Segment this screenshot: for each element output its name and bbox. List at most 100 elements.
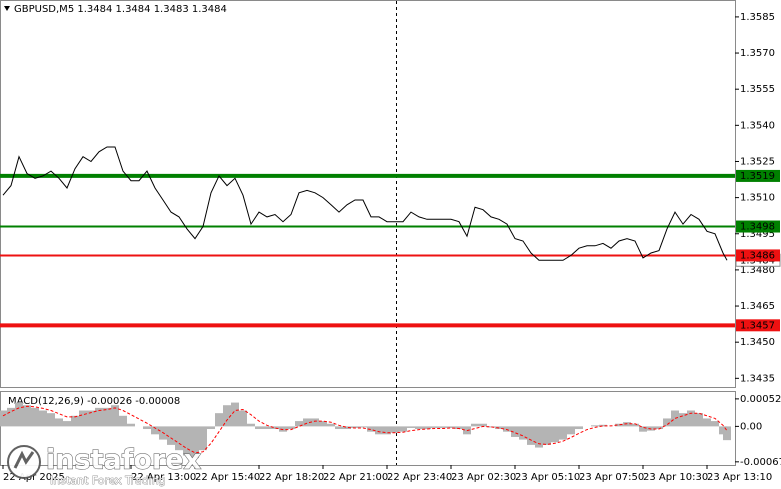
macd-bar [63, 421, 71, 427]
level-label: 1.3498 [740, 222, 775, 233]
macd-bar [351, 426, 359, 428]
y-tick-label: 1.3495 [740, 229, 775, 240]
macd-bar [671, 410, 679, 427]
macd-bar [447, 426, 455, 428]
macd-bar [591, 425, 599, 427]
macd-bar [87, 410, 95, 427]
macd-bar [79, 410, 87, 427]
macd-bar [367, 426, 375, 432]
macd-bar [575, 426, 583, 430]
macd-bar [247, 423, 255, 427]
level-label-box [736, 249, 780, 262]
y-tick-label: 1.3555 [740, 84, 775, 95]
macd-bar [479, 423, 487, 427]
price-line [2, 146, 728, 261]
macd-panel [0, 391, 736, 466]
macd-bar [127, 423, 135, 427]
macd-bar [0, 410, 8, 427]
macd-bar [263, 426, 271, 430]
macd-bar [95, 407, 103, 427]
macd-bar [119, 415, 127, 427]
y-tick-label: 1.3450 [740, 337, 775, 348]
macd-bar [391, 426, 399, 433]
macd-bar [103, 407, 111, 427]
macd-bar [615, 423, 623, 427]
macd-bar [175, 426, 183, 451]
macd-bar [183, 426, 191, 456]
macd-bar [23, 405, 31, 427]
x-tick-label: 23 Apr 10:30 [643, 472, 708, 483]
macd-bar [599, 424, 607, 427]
macd-bar [7, 407, 15, 427]
macd-bar [47, 413, 55, 427]
macd-bar [111, 405, 119, 427]
macd-bar [375, 426, 383, 435]
price-panel [0, 0, 736, 388]
x-tick-label: 23 Apr 13:10 [707, 472, 772, 483]
macd-bar [399, 426, 407, 432]
macd-bar [543, 426, 551, 445]
macd-bar [207, 426, 215, 430]
macd-bar [223, 405, 231, 427]
macd-bar [415, 426, 423, 430]
macd-bar [431, 426, 439, 428]
macd-bar [687, 410, 695, 427]
macd-bar [551, 426, 559, 443]
macd-bar [15, 402, 23, 427]
level-label: 1.3457 [740, 320, 775, 331]
macd-bar [295, 421, 303, 427]
x-tick-label: 23 Apr 07:50 [579, 472, 644, 483]
macd-bar [407, 426, 415, 428]
level-label-box [736, 220, 780, 233]
watermark-brand: instaforex [46, 445, 201, 476]
menu-arrow [4, 6, 10, 11]
macd-bar [55, 418, 63, 427]
x-tick-label: 22 Apr 15:40 [195, 472, 260, 483]
macd-bar [567, 426, 575, 435]
macd-bar [39, 410, 47, 427]
watermark-tagline: Instant Forex Trading [50, 474, 166, 487]
macd-bar [511, 426, 519, 437]
macd-bar [151, 426, 159, 435]
macd-bar [255, 426, 263, 430]
y-tick-label: 1.3480 [740, 265, 775, 276]
macd-bar [655, 426, 663, 430]
signal-line [2, 405, 728, 454]
macd-bar [287, 426, 295, 430]
macd-bar [215, 413, 223, 427]
y-tick-label: 0.00 [740, 421, 762, 432]
y-tick-label: 0.00052 [740, 394, 781, 405]
x-tick-label: 23 Apr 02:30 [451, 472, 516, 483]
y-tick-label: 1.3540 [740, 120, 775, 131]
x-tick-label: 22 Apr 23:40 [387, 472, 452, 483]
macd-bar [303, 418, 311, 427]
macd-bar [487, 426, 495, 428]
macd-bar [527, 426, 535, 445]
macd-bar [535, 426, 543, 448]
macd-bar [519, 426, 527, 440]
macd-bar [167, 426, 175, 445]
x-tick-label: 22 Apr 21:00 [323, 472, 388, 483]
macd-bar [311, 418, 319, 427]
macd-bar [639, 426, 647, 432]
macd-bar [319, 421, 327, 427]
x-tick-label: 22 Apr 13:00 [131, 472, 196, 483]
macd-bar [279, 426, 287, 432]
macd-bar [191, 426, 199, 459]
macd-bar [471, 423, 479, 427]
level-label-box [736, 319, 780, 332]
macd-title: MACD(12,26,9) -0.00026 -0.00008 [8, 396, 180, 407]
macd-bar [31, 407, 39, 427]
x-tick-label: 22 Apr 18:20 [259, 472, 324, 483]
macd-bar [695, 413, 703, 427]
level-label: 1.3486 [740, 250, 775, 261]
macd-bar [455, 426, 463, 430]
y-tick-label: 1.3570 [740, 48, 775, 59]
macd-bar [143, 426, 151, 430]
macd-bar [559, 426, 567, 440]
macd-bar [71, 415, 79, 427]
y-tick-label: 1.3465 [740, 301, 775, 312]
macd-bar [343, 426, 351, 430]
